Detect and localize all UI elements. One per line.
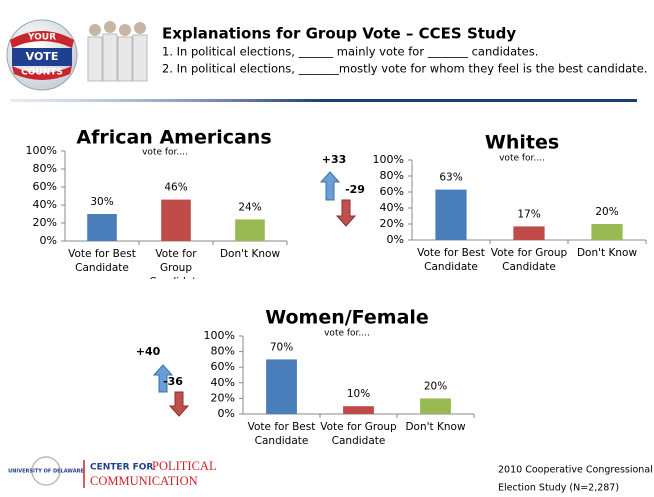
question: 1. In political elections, ______ mainly… xyxy=(162,45,538,59)
bar xyxy=(513,226,545,240)
source: Election Study (N=2,287) xyxy=(498,483,619,494)
data-label: 24% xyxy=(238,201,261,213)
data-label: 46% xyxy=(164,182,187,194)
y-tick-label: 0% xyxy=(387,233,404,246)
data-label: 30% xyxy=(90,196,113,208)
y-tick-label: 100% xyxy=(204,329,235,342)
x-tick-label-box: Don't Know xyxy=(405,421,466,433)
bar xyxy=(161,199,191,241)
change-label: +40 xyxy=(136,345,161,358)
y-tick-label: 80% xyxy=(380,169,404,182)
x-tick-label: Vote for Group Candidate xyxy=(490,247,568,273)
y-tick-label: 40% xyxy=(211,376,235,389)
chart-title: African Americans xyxy=(76,127,271,149)
y-tick-label: 80% xyxy=(211,345,235,358)
x-tick-label: Vote for Group Candidate xyxy=(149,248,203,279)
center-name: CENTER FOR xyxy=(90,463,153,473)
footer-logo: UNIVERSITY OF DELAWARE CENTER FOR POLITI… xyxy=(8,456,217,488)
x-tick-label: Vote for Group Candidate xyxy=(320,421,397,447)
source: 2010 Cooperative Congressional xyxy=(498,465,653,476)
chart-title: Whites xyxy=(485,132,559,154)
y-tick-label: 0% xyxy=(40,234,57,247)
change-label: +33 xyxy=(322,153,347,166)
x-tick-label: Don't Know xyxy=(576,247,638,259)
bar xyxy=(420,398,451,414)
up-arrow xyxy=(152,364,174,393)
logo-text: COUNTS xyxy=(21,68,63,78)
logo: YOUR VOTE COUNTS xyxy=(6,19,148,91)
x-tick-label: Vote for Best Candidate xyxy=(247,421,316,447)
center-name: COMMUNICATION xyxy=(90,474,198,488)
chart-subtitle: vote for.... xyxy=(499,154,545,164)
y-tick-label: 100% xyxy=(373,153,404,166)
y-tick-label: 20% xyxy=(380,217,404,230)
logo-text: VOTE xyxy=(26,50,59,63)
x-tick-label-box: Don't Know xyxy=(219,248,281,260)
question: 2. In political elections, _______mostly… xyxy=(162,62,647,76)
bar xyxy=(591,224,623,240)
bar xyxy=(435,189,467,240)
data-label: 10% xyxy=(347,388,370,400)
change-label: -29 xyxy=(345,183,365,196)
chart-title: Women/Female xyxy=(265,307,429,329)
university-name: UNIVERSITY OF DELAWARE xyxy=(8,469,84,475)
y-tick-label: 100% xyxy=(26,144,57,157)
y-tick-label: 60% xyxy=(380,185,404,198)
bar xyxy=(87,214,117,241)
x-tick-label-box: Don't Know xyxy=(576,247,638,259)
x-tick-label-box: Vote for Best Candidate xyxy=(417,247,485,273)
y-tick-label: 80% xyxy=(33,162,57,175)
up-arrow xyxy=(319,171,341,201)
y-tick-label: 60% xyxy=(33,180,57,193)
x-tick-label-box: Vote for Best Candidate xyxy=(247,421,316,447)
x-tick-label: Vote for Best Candidate xyxy=(68,248,136,274)
x-tick-label-box: Vote for Best Candidate xyxy=(68,248,136,274)
down-arrow xyxy=(335,199,357,227)
down-arrow xyxy=(168,391,190,417)
data-label: 17% xyxy=(517,208,540,220)
y-tick-label: 0% xyxy=(218,407,235,420)
x-tick-label-box: Vote for Group Candidate xyxy=(320,421,397,447)
center-name: POLITICAL xyxy=(152,459,217,473)
bar xyxy=(343,406,374,414)
chart-subtitle: vote for.... xyxy=(142,148,188,158)
y-tick-label: 20% xyxy=(33,216,57,229)
data-label: 70% xyxy=(270,341,293,353)
header-rule xyxy=(10,99,637,102)
x-tick-label-box: Vote for Group Candidate xyxy=(149,248,203,279)
x-tick-label: Don't Know xyxy=(219,248,281,260)
data-label: 20% xyxy=(424,380,447,392)
chart-subtitle: vote for.... xyxy=(324,329,370,339)
bar xyxy=(266,359,297,414)
data-label: 63% xyxy=(439,172,462,184)
y-tick-label: 60% xyxy=(211,360,235,373)
y-tick-label: 20% xyxy=(211,391,235,404)
slide-title: Explanations for Group Vote – CCES Study xyxy=(162,25,516,43)
x-tick-label: Vote for Best Candidate xyxy=(417,247,485,273)
x-tick-label-box: Vote for Group Candidate xyxy=(490,247,568,273)
x-tick-label: Don't Know xyxy=(405,421,466,433)
bar xyxy=(235,219,265,241)
logo-text: YOUR xyxy=(27,33,56,43)
data-label: 20% xyxy=(595,206,618,218)
change-label: -36 xyxy=(163,375,183,388)
y-tick-label: 40% xyxy=(33,198,57,211)
y-tick-label: 40% xyxy=(380,201,404,214)
